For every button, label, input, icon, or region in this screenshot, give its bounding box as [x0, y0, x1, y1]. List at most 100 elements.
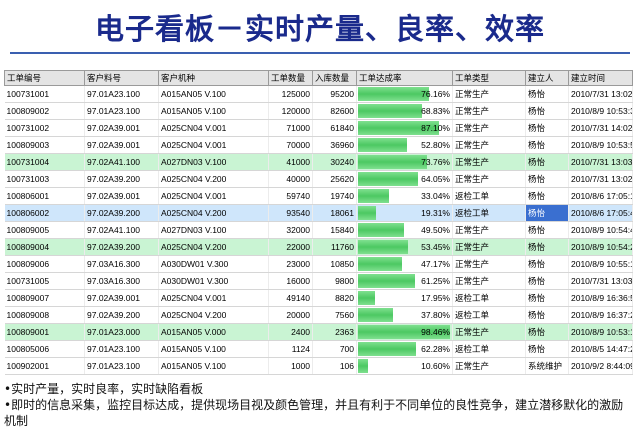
rate-cell: 76.16% — [356, 85, 453, 103]
rate-cell: 62.28% — [356, 340, 453, 358]
table-row: 100809005 97.02A41.100 A027DN03 V.100 32000… — [4, 221, 633, 239]
rate-label: 52.80% — [421, 140, 450, 150]
cell: 杨怡 — [525, 204, 569, 222]
cell: 20000 — [268, 306, 313, 324]
bullet-list: •实时产量，实时良率，实时缺陷看板 •即时的信息采集，监控目标达成，提供现场目视及… — [4, 381, 634, 429]
cell: A015AN05 V.100 — [158, 357, 269, 375]
cell: 正常生产 — [452, 255, 526, 273]
rate-cell: 53.45% — [356, 238, 453, 256]
cell: 2010/7/31 13:02:00 — [568, 85, 633, 103]
cell: 97.02A39.200 — [84, 306, 159, 324]
cell: 杨怡 — [525, 306, 569, 324]
rate-bar — [358, 172, 418, 186]
cell: 正常生产 — [452, 170, 526, 188]
cell: 97.02A39.001 — [84, 187, 159, 205]
cell: 100809001 — [4, 323, 85, 341]
cell: 正常生产 — [452, 272, 526, 290]
rate-bar — [358, 104, 422, 118]
cell: 杨怡 — [525, 119, 569, 137]
cell: 2010/8/6 17:05:47 — [568, 204, 633, 222]
table-row: 100731004 97.02A41.100 A027DN03 V.100 41000… — [4, 153, 633, 171]
column-header: 入库数量 — [312, 70, 357, 86]
cell: 2363 — [312, 323, 357, 341]
cell: 1124 — [268, 340, 313, 358]
cell: 97.02A41.100 — [84, 221, 159, 239]
rate-cell: 19.31% — [356, 204, 453, 222]
cell: 100731005 — [4, 272, 85, 290]
column-header: 建立人 — [525, 70, 569, 86]
cell: 82600 — [312, 102, 357, 120]
cell: 杨怡 — [525, 85, 569, 103]
cell: 97.01A23.100 — [84, 340, 159, 358]
cell: 返检工单 — [452, 289, 526, 307]
cell: A025CN04 V.001 — [158, 187, 269, 205]
cell: 杨怡 — [525, 289, 569, 307]
rate-label: 76.16% — [421, 89, 450, 99]
cell: 2010/7/31 14:02:40 — [568, 119, 633, 137]
cell: 11760 — [312, 238, 357, 256]
rate-cell: 10.60% — [356, 357, 453, 375]
cell: 2400 — [268, 323, 313, 341]
rate-cell: 64.05% — [356, 170, 453, 188]
cell: 100805006 — [4, 340, 85, 358]
cell: 7560 — [312, 306, 357, 324]
cell: 41000 — [268, 153, 313, 171]
column-header: 建立时间 — [568, 70, 633, 86]
rate-label: 68.83% — [421, 106, 450, 116]
cell: 杨怡 — [525, 272, 569, 290]
cell: 1000 — [268, 357, 313, 375]
table-row: 100809007 97.02A39.001 A025CN04 V.001 49140… — [4, 289, 633, 307]
cell: 71000 — [268, 119, 313, 137]
cell: 93540 — [268, 204, 313, 222]
rate-cell: 73.76% — [356, 153, 453, 171]
cell: 2010/8/9 10:54:49 — [568, 221, 633, 239]
cell: 100731001 — [4, 85, 85, 103]
rate-bar — [358, 155, 427, 169]
cell: 2010/8/9 10:53:10 — [568, 323, 633, 341]
cell: 100809005 — [4, 221, 85, 239]
cell: 19740 — [312, 187, 357, 205]
column-header: 工单类型 — [452, 70, 526, 86]
cell: 97.01A23.100 — [84, 102, 159, 120]
cell: 22000 — [268, 238, 313, 256]
table-row: 100809006 97.03A16.300 A030DW01 V.300 23000… — [4, 255, 633, 273]
cell: A030DW01 V.300 — [158, 255, 269, 273]
cell: 正常生产 — [452, 119, 526, 137]
cell: 2010/9/2 8:44:09 — [568, 357, 633, 375]
cell: 100809007 — [4, 289, 85, 307]
cell: 70000 — [268, 136, 313, 154]
rate-bar — [358, 223, 405, 237]
cell: 120000 — [268, 102, 313, 120]
cell: 23000 — [268, 255, 313, 273]
rate-bar — [358, 121, 439, 135]
rate-label: 61.25% — [421, 276, 450, 286]
cell: 正常生产 — [452, 238, 526, 256]
rate-cell: 61.25% — [356, 272, 453, 290]
cell: 杨怡 — [525, 238, 569, 256]
table-row: 100809002 97.01A23.100 A015AN05 V.100 12000… — [4, 102, 633, 120]
cell: A015AN05 V.000 — [158, 323, 269, 341]
rate-bar — [358, 257, 402, 271]
rate-cell: 98.46% — [356, 323, 453, 341]
rate-label: 62.28% — [421, 344, 450, 354]
cell: 2010/8/6 17:05:17 — [568, 187, 633, 205]
cell: A025CN04 V.001 — [158, 136, 269, 154]
cell: 97.01A23.100 — [84, 357, 159, 375]
rate-label: 53.45% — [421, 242, 450, 252]
cell: 杨怡 — [525, 255, 569, 273]
rate-bar — [358, 342, 416, 356]
cell: 95200 — [312, 85, 357, 103]
cell: 2010/8/5 14:47:27 — [568, 340, 633, 358]
cell: 100806002 — [4, 204, 85, 222]
cell: 100809006 — [4, 255, 85, 273]
table-row: 100806001 97.02A39.001 A025CN04 V.001 59740… — [4, 187, 633, 205]
cell: 97.02A39.001 — [84, 119, 159, 137]
cell: 正常生产 — [452, 357, 526, 375]
cell: 2010/7/31 13:03:20 — [568, 153, 633, 171]
rate-bar — [358, 87, 429, 101]
cell: 正常生产 — [452, 85, 526, 103]
column-header: 工单达成率 — [356, 70, 453, 86]
cell: 100902001 — [4, 357, 85, 375]
cell: 杨怡 — [525, 153, 569, 171]
